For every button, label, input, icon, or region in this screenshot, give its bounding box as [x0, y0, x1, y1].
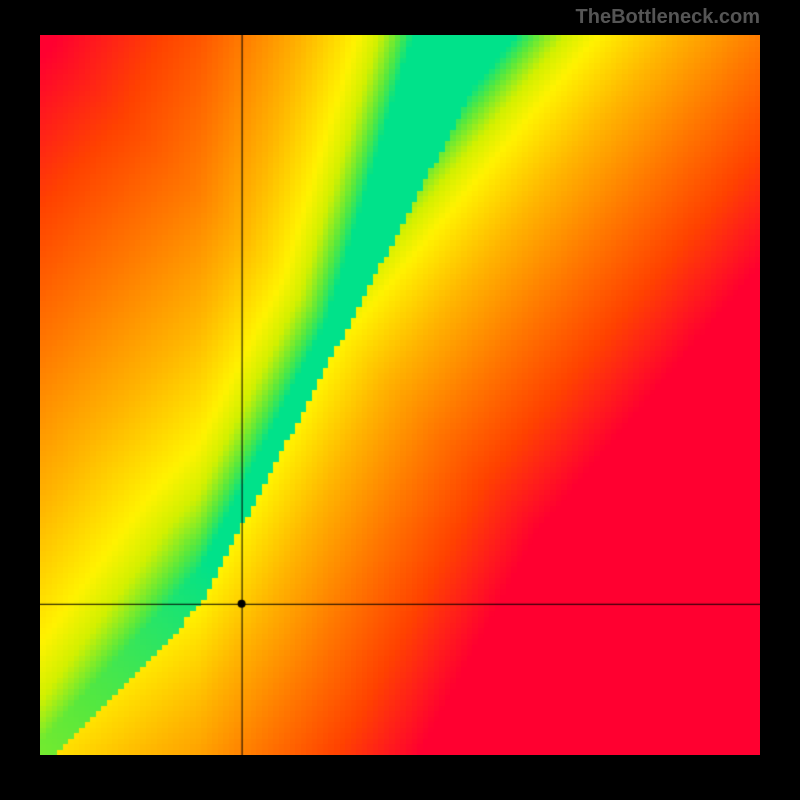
watermark-text: TheBottleneck.com [576, 6, 760, 29]
heatmap-plot [40, 35, 760, 755]
heatmap-canvas [40, 35, 760, 755]
